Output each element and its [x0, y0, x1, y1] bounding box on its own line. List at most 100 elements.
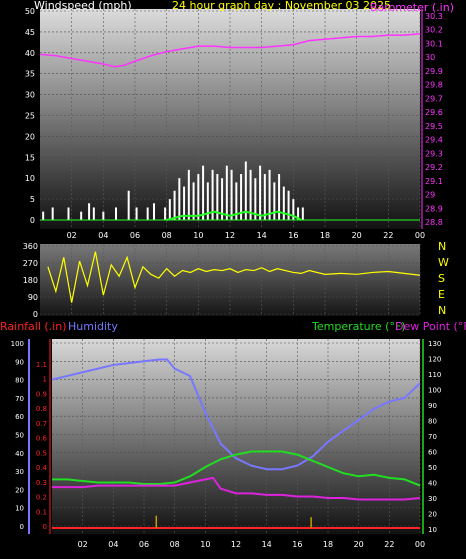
temperature-tick-label: 110: [428, 371, 441, 379]
humidity-tick-label: 80: [15, 377, 24, 385]
barometer-tick-label: 29.2: [425, 163, 443, 172]
temperature-tick-label: 130: [428, 340, 441, 348]
x-tick-label: 06: [139, 540, 149, 549]
rainfall-tick-label: 0.8: [36, 405, 47, 413]
x-tick-label: 18: [320, 231, 330, 240]
direction-tick-label: 180: [23, 276, 38, 285]
wind-tick-label: 0: [30, 216, 35, 225]
temperature-tick-label: 90: [428, 402, 437, 410]
x-tick-label: 02: [67, 231, 77, 240]
dewpoint-axis-title: Dew Point (°F): [395, 320, 466, 333]
x-tick-label: 20: [352, 231, 362, 240]
rainfall-axis-title: Rainfall (.in): [0, 320, 67, 333]
barometer-tick-label: 29.8: [425, 81, 443, 90]
humidity-tick-label: 40: [15, 450, 24, 458]
temperature-tick-label: 40: [428, 480, 437, 488]
compass-label: N: [438, 240, 446, 253]
barometer-tick-label: 28.9: [425, 204, 443, 213]
x-tick-label: 08: [170, 540, 180, 549]
compass-label: S: [438, 272, 445, 285]
temperature-tick-label: 30: [428, 495, 437, 503]
barometer-tick-label: 29.9: [425, 67, 443, 76]
direction-tick-label: 0: [33, 310, 38, 319]
rainfall-tick-label: 0.2: [36, 494, 47, 502]
x-tick-label: 22: [383, 231, 393, 240]
humidity-tick-label: 20: [15, 486, 24, 494]
temperature-tick-label: 80: [428, 418, 437, 426]
x-tick-label: 12: [225, 231, 235, 240]
rainfall-tick-label: 1.1: [36, 361, 47, 369]
x-tick-label: 00: [415, 540, 425, 549]
x-tick-label: 00: [415, 231, 425, 240]
temperature-axis-title: Temperature (°F): [311, 320, 406, 333]
direction-tick-label: 360: [23, 242, 38, 251]
rainfall-tick-label: 0: [43, 523, 47, 531]
x-tick-label: 14: [257, 231, 267, 240]
chart-title: 24 hour graph day : November 03 2025: [172, 0, 391, 12]
wind-tick-label: 30: [25, 91, 35, 100]
barometer-tick-label: 29.3: [425, 149, 443, 158]
barometer-tick-label: 30.1: [425, 39, 443, 48]
humidity-tick-label: 50: [15, 432, 24, 440]
humidity-tick-label: 10: [15, 505, 24, 513]
barometer-tick-label: 29.5: [425, 122, 443, 131]
humidity-tick-label: 100: [11, 340, 24, 348]
x-tick-label: 10: [193, 231, 203, 240]
wind-tick-label: 15: [25, 153, 35, 162]
barometer-tick-label: 29.7: [425, 94, 443, 103]
barometer-tick-label: 28.8: [425, 218, 443, 227]
wind-tick-label: 20: [25, 132, 35, 141]
barometer-tick-label: 30: [425, 53, 435, 62]
x-tick-label: 16: [288, 231, 298, 240]
x-tick-label: 10: [200, 540, 210, 549]
x-tick-label: 12: [231, 540, 241, 549]
rainfall-tick-label: 0.9: [36, 390, 47, 398]
rainfall-tick-label: 0.7: [36, 420, 47, 428]
barometer-tick-label: 29.4: [425, 136, 443, 145]
rainfall-tick-label: 0.5: [36, 449, 47, 457]
temperature-tick-label: 10: [428, 526, 437, 534]
x-tick-label: 04: [98, 231, 108, 240]
temperature-tick-label: 100: [428, 387, 441, 395]
temperature-tick-label: 70: [428, 433, 437, 441]
barometer-tick-label: 29.1: [425, 177, 443, 186]
wind-tick-label: 10: [25, 174, 35, 183]
wind-tick-label: 35: [25, 70, 35, 79]
temperature-tick-label: 50: [428, 464, 437, 472]
wind-tick-label: 45: [25, 28, 35, 37]
wind-axis-title: Windspeed (mph): [34, 0, 132, 12]
x-tick-label: 14: [262, 540, 272, 549]
humidity-tick-label: 30: [15, 468, 24, 476]
rainfall-tick-label: 1: [43, 376, 47, 384]
x-tick-label: 04: [108, 540, 118, 549]
direction-tick-label: 270: [23, 259, 38, 268]
wind-tick-label: 25: [25, 112, 35, 121]
wind-tick-label: 5: [30, 195, 35, 204]
humidity-tick-label: 60: [15, 413, 24, 421]
rainfall-tick-label: 0.6: [36, 435, 48, 443]
rainfall-tick-label: 0.4: [36, 464, 48, 472]
x-tick-label: 20: [354, 540, 364, 549]
humidity-axis-title: Humidity: [68, 320, 118, 333]
compass-label: W: [438, 256, 449, 269]
rainfall-tick-label: 0.3: [36, 479, 47, 487]
compass-label: N: [438, 304, 446, 317]
wind-tick-label: 40: [25, 49, 35, 58]
barometer-tick-label: 29: [425, 191, 435, 200]
barometer-tick-label: 30.2: [425, 26, 443, 35]
x-tick-label: 18: [323, 540, 333, 549]
humidity-tick-label: 90: [15, 358, 24, 366]
x-tick-label: 08: [162, 231, 172, 240]
barometer-tick-label: 29.6: [425, 108, 443, 117]
temperature-tick-label: 20: [428, 511, 437, 519]
temperature-tick-label: 120: [428, 356, 441, 364]
direction-tick-label: 90: [28, 293, 38, 302]
temperature-tick-label: 60: [428, 449, 437, 457]
compass-label: E: [438, 288, 445, 301]
humidity-tick-label: 0: [20, 523, 24, 531]
x-tick-label: 02: [78, 540, 88, 549]
rainfall-tick-label: 0.1: [36, 508, 47, 516]
barometer-axis-title: Barometer (.in): [370, 1, 454, 14]
